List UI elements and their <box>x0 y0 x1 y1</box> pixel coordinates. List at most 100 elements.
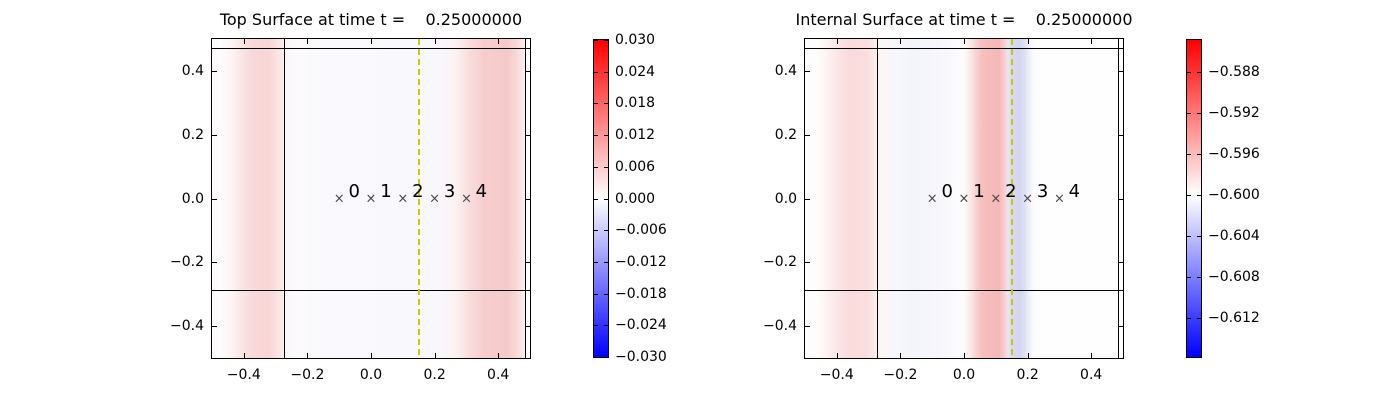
colorbar-top-surface: 0.030 0.024 0.018 0.012 0.006 0.000 −0.006 −0.0… <box>593 32 667 365</box>
cross-marker: × <box>926 191 938 206</box>
colorbar-tick-label: −0.604 <box>1208 227 1260 244</box>
colorbar-tick-label: 0.012 <box>615 127 656 144</box>
colorbar-tick-label: 0.006 <box>615 158 656 175</box>
cross-marker: × <box>958 191 970 206</box>
colorbar-tick-mark <box>594 357 598 358</box>
colorbar-tick-mark <box>1187 195 1191 196</box>
y-tick-label: 0.0 <box>181 190 204 207</box>
x-tick-mark <box>243 39 245 44</box>
y-tick-label: −0.2 <box>763 254 797 271</box>
colorbar-tick-label: −0.588 <box>1208 63 1260 80</box>
colorbar-tick-mark <box>1197 112 1201 114</box>
colorbar-tick-mark <box>1187 71 1191 73</box>
x-tick-mark <box>964 39 965 44</box>
y-tick-mark <box>525 198 530 200</box>
colorbar-tick-mark <box>594 261 598 263</box>
domain-line-horizontal <box>805 47 1123 49</box>
colorbar-tick-label: −0.024 <box>615 317 667 334</box>
colorbar-tick-mark <box>594 230 598 232</box>
x-tick-mark <box>1027 39 1029 44</box>
x-tick-label: −0.4 <box>819 367 854 383</box>
x-tick-mark <box>900 353 902 358</box>
colorbar-tick-mark <box>604 103 608 105</box>
y-tick-mark <box>525 134 530 136</box>
cross-marker: × <box>333 191 345 206</box>
domain-line-horizontal <box>805 290 1123 292</box>
cross-marker: × <box>429 191 441 206</box>
x-tick-mark <box>371 353 372 358</box>
x-tick-mark <box>371 39 372 44</box>
y-tick-label: −0.2 <box>170 254 204 271</box>
y-tick-label: 0.4 <box>181 62 204 79</box>
colorbar-tick-label: −0.612 <box>1208 310 1260 326</box>
y-tick-label: 0.0 <box>774 190 797 207</box>
y-tick-mark <box>212 134 217 136</box>
y-tick-label: −0.4 <box>763 318 797 335</box>
colorbar-tick-mark <box>1197 235 1201 237</box>
marker-label: 4 <box>475 180 488 202</box>
y-tick-mark <box>1118 326 1123 328</box>
colorbar-tick-mark <box>1187 112 1191 114</box>
colorbar-internal-surface: −0.588 −0.592 −0.596 −0.600 −0.604 −0.608 −0.6… <box>1186 39 1260 358</box>
x-tick-mark <box>836 39 838 44</box>
marker-label: 4 <box>1068 180 1081 202</box>
marker-label: 1 <box>973 180 985 202</box>
colorbar-tick-label: 0.000 <box>615 190 656 207</box>
cross-marker: × <box>990 191 1002 206</box>
y-tick-mark <box>805 198 810 200</box>
x-tick-mark <box>1091 39 1093 44</box>
colorbar-tick-mark <box>594 40 598 41</box>
x-tick-mark <box>1027 353 1029 358</box>
colorbar-tick-mark <box>1187 153 1191 155</box>
x-tick-label: 0.0 <box>952 367 976 383</box>
plot-title-internal-surface: Internal Surface at time t = 0.25000000 <box>795 10 1133 29</box>
x-tick-mark <box>498 353 500 358</box>
x-tick-mark <box>434 39 436 44</box>
y-tick-mark <box>525 70 530 72</box>
cross-marker: × <box>1022 191 1034 206</box>
x-tick-label: 0.4 <box>1080 367 1103 383</box>
y-tick-label: −0.4 <box>170 318 204 335</box>
colorbar-tick-mark <box>1187 277 1191 279</box>
x-tick-mark <box>307 39 309 44</box>
x-tick-label: −0.2 <box>883 367 918 383</box>
x-tick-label: 0.2 <box>1016 367 1039 383</box>
dashed-marker-line <box>417 39 420 358</box>
y-tick-mark <box>1118 262 1123 264</box>
colorbar-tick-label: −0.018 <box>615 285 667 302</box>
marker-label: 1 <box>380 180 392 202</box>
y-tick-mark <box>212 262 217 264</box>
domain-line-horizontal <box>212 47 530 49</box>
colorbar-tick-mark <box>1187 318 1191 319</box>
y-tick-label: 0.4 <box>774 62 797 79</box>
colorbar-tick-mark <box>604 357 608 358</box>
x-tick-mark <box>307 353 309 358</box>
colorbar-tick-mark <box>594 166 598 168</box>
marker-label: 2 <box>412 180 424 202</box>
x-tick-mark <box>1091 353 1093 358</box>
colorbar-tick-mark <box>594 103 598 105</box>
y-tick-label: 0.2 <box>774 126 797 143</box>
x-tick-mark <box>964 353 965 358</box>
colorbar-tick-label: −0.596 <box>1208 145 1260 162</box>
y-tick-mark <box>212 70 217 72</box>
x-tick-label: 0.0 <box>359 367 383 383</box>
colorbar-tick-mark <box>1197 195 1201 196</box>
colorbar-tick-label: −0.006 <box>615 222 667 239</box>
colorbar-tick-label: −0.608 <box>1208 269 1260 286</box>
marker-label: 0 <box>348 180 360 202</box>
x-tick-mark <box>836 353 838 358</box>
x-tick-label: 0.4 <box>487 367 510 383</box>
colorbar-tick-mark <box>594 198 598 200</box>
colorbar-tick-mark <box>604 198 608 200</box>
y-tick-mark <box>1118 198 1123 200</box>
cross-marker: × <box>397 191 409 206</box>
dashed-marker-line <box>1010 39 1013 358</box>
colorbar-tick-mark <box>594 293 598 295</box>
domain-line-vertical <box>283 39 285 358</box>
cross-marker: × <box>1053 191 1065 206</box>
plot-area-top-surface: −0.4 −0.2 0.0 0.2 0.4 0.4 0.2 0.0 −0.2 −0.4 × 0 × 1 × 2… <box>170 38 531 383</box>
y-tick-mark <box>805 262 810 264</box>
marker-label: 0 <box>941 180 953 202</box>
